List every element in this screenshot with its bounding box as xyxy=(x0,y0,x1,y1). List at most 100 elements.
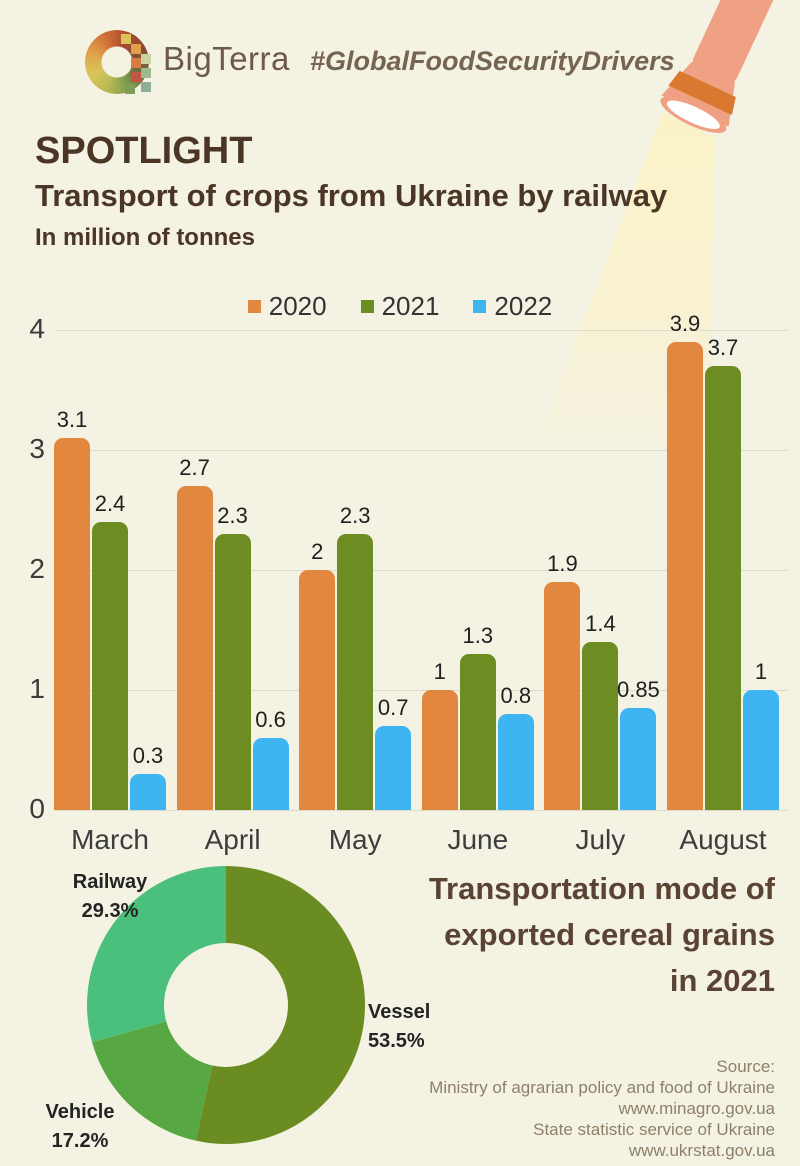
y-axis-tick-0: 0 xyxy=(29,793,45,824)
slice-pct: 17.2% xyxy=(51,1130,109,1152)
bar-2022-April xyxy=(252,738,289,810)
logo-pixel-icon xyxy=(131,72,141,82)
bar-2021-May xyxy=(337,534,374,810)
bar-value-2021-March: 2.4 xyxy=(94,491,126,516)
bar-2022-March xyxy=(130,774,166,810)
bar-value-2021-April: 2.3 xyxy=(217,503,248,528)
y-axis-tick-2: 2 xyxy=(29,553,45,584)
legend-label: 2020 xyxy=(268,291,327,321)
bar-2021-April xyxy=(214,534,251,810)
source-line: www.ukrstat.gov.ua xyxy=(628,1141,775,1160)
bar-value-2020-March: 3.1 xyxy=(56,407,88,432)
legend-item-2021: 2021 xyxy=(360,291,440,322)
source-line: www.minagro.gov.ua xyxy=(618,1099,775,1118)
x-axis-label-March: March xyxy=(71,824,149,855)
logo-text: BigTerra xyxy=(163,40,290,77)
source-line: State statistic service of Ukraine xyxy=(533,1120,775,1139)
slice-name: Vehicle xyxy=(45,1101,115,1123)
donut-label-railway: Railway 29.3% xyxy=(55,868,165,926)
gridline-1 xyxy=(55,690,788,691)
flashlight-body xyxy=(660,0,800,133)
x-axis-label-June: June xyxy=(447,824,509,855)
bar-2021-June xyxy=(459,654,496,810)
spotlight-title: SPOTLIGHT xyxy=(35,130,253,172)
bar-2021-July xyxy=(582,642,619,810)
bar-value-2020-July: 1.9 xyxy=(547,551,578,576)
logo-pixel-icon xyxy=(141,82,151,92)
bar-2021-August xyxy=(705,366,741,810)
gridline-0 xyxy=(55,810,788,811)
bar-chart: 0 1 2 3 4 3.1 2.4 0.3 March 2.7 2.3 0.6 April 2 2.3 0.7… xyxy=(0,311,800,860)
bar-2022-May xyxy=(375,726,412,810)
gridline-4 xyxy=(55,330,788,331)
bar-value-2020-April: 2.7 xyxy=(179,455,210,480)
legend-label: 2022 xyxy=(494,291,553,321)
bar-value-2021-August: 3.7 xyxy=(707,335,739,360)
x-axis-label-May: May xyxy=(328,824,382,855)
unit-subtitle: In million of tonnes xyxy=(35,224,255,251)
y-axis-tick-1: 1 xyxy=(29,673,45,704)
bar-2020-August xyxy=(667,342,703,810)
bar-value-2022-April: 0.6 xyxy=(255,707,286,732)
source-line: Ministry of agrarian policy and food of … xyxy=(429,1078,775,1097)
legend-swatch-2022 xyxy=(473,300,487,313)
slice-name: Vessel xyxy=(368,1001,431,1023)
bar-value-2021-July: 1.4 xyxy=(585,611,616,636)
bar-2020-July xyxy=(544,582,581,810)
logo-pixel-icon xyxy=(141,54,151,64)
slice-name: Railway xyxy=(72,871,148,893)
gridline-3 xyxy=(55,450,788,451)
x-axis-label-July: July xyxy=(575,824,626,855)
x-axis-label-August: August xyxy=(679,824,767,855)
bar-2022-August xyxy=(743,690,779,810)
bar-value-2022-June: 0.8 xyxy=(500,683,532,708)
bar-value-2020-August: 3.9 xyxy=(669,311,701,336)
logo-pixel-icon xyxy=(121,34,131,44)
y-axis-tick-4: 4 xyxy=(29,313,45,344)
donut-title-line: exported cereal grains xyxy=(444,917,775,952)
legend-item-2022: 2022 xyxy=(473,291,552,322)
donut-chart-title: Transportation mode of exported cereal g… xyxy=(345,866,775,1004)
legend-swatch-2021 xyxy=(360,300,374,313)
hashtag-text: #GlobalFoodSecurityDrivers xyxy=(310,46,675,76)
bar-value-2022-July: 0.85 xyxy=(616,677,660,702)
bar-value-2022-March: 0.3 xyxy=(132,743,164,768)
legend-swatch-2020 xyxy=(247,300,261,313)
y-axis-tick-3: 3 xyxy=(29,433,45,464)
page-title: Transport of crops from Ukraine by railw… xyxy=(35,178,668,213)
bar-2020-June xyxy=(421,690,458,810)
donut-slice-vehicle xyxy=(92,1021,213,1141)
donut-label-vehicle: Vehicle 17.2% xyxy=(25,1098,135,1156)
bar-value-2021-June: 1.3 xyxy=(462,623,494,648)
bottom-section: Railway 29.3% Vehicle 17.2% Vessel 53.5%… xyxy=(0,860,800,1166)
bar-2020-May xyxy=(299,570,336,810)
donut-slice-vessel xyxy=(195,866,365,1144)
bar-value-2020-June: 1 xyxy=(433,659,446,684)
x-axis-label-April: April xyxy=(204,824,261,855)
logo-pixel-icon xyxy=(131,44,141,54)
gridline-2 xyxy=(55,570,788,571)
bar-value-2022-May: 0.7 xyxy=(377,695,409,720)
donut-label-vessel: Vessel 53.5% xyxy=(368,998,478,1056)
source-attribution: Source: Ministry of agrarian policy and … xyxy=(315,1056,775,1161)
bar-2021-March xyxy=(92,522,128,810)
bar-value-2020-May: 2 xyxy=(311,539,324,564)
slice-pct: 29.3% xyxy=(81,900,139,922)
donut-chart xyxy=(87,866,365,1144)
legend-item-2020: 2020 xyxy=(247,291,327,322)
logo-pixel-icon xyxy=(141,68,151,78)
source-line: Source: xyxy=(716,1057,775,1076)
logo-pixel-icon xyxy=(125,84,135,94)
bar-chart-legend: 2020 2021 2022 xyxy=(0,291,800,322)
donut-slice-railway xyxy=(87,866,226,1043)
bar-value-2021-May: 2.3 xyxy=(339,503,371,528)
bar-2020-March xyxy=(54,438,90,810)
logo-pixel-icon xyxy=(131,58,141,68)
legend-label: 2021 xyxy=(381,291,440,321)
slice-pct: 53.5% xyxy=(368,1030,425,1052)
bar-2020-April xyxy=(176,486,213,810)
donut-title-line: in 2021 xyxy=(669,963,775,998)
bar-2022-July xyxy=(620,708,657,810)
bar-2022-June xyxy=(497,714,534,810)
